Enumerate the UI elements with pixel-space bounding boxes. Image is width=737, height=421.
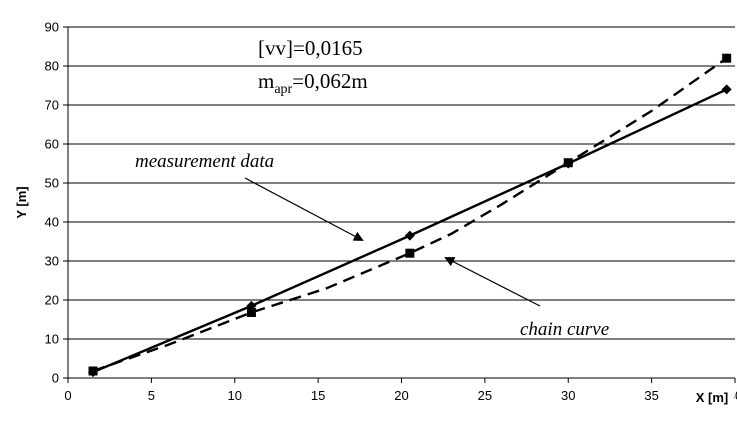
data-point-measurement-data xyxy=(404,230,415,241)
x-axis-title: X [m] xyxy=(696,390,729,405)
m-apr-annotation: mapr=0,062m xyxy=(258,69,368,97)
chain-curve-arrow xyxy=(444,257,541,307)
x-tick-label: 10 xyxy=(228,388,242,403)
x-tick-label: 0 xyxy=(64,388,71,403)
y-tick-label: 70 xyxy=(45,98,59,113)
series-label-measurement-data: measurement data xyxy=(135,151,274,172)
y-tick-label: 30 xyxy=(45,254,59,269)
data-point-chain-curve xyxy=(88,366,98,376)
x-tick-label: 25 xyxy=(478,388,492,403)
measurement-arrow xyxy=(244,177,364,241)
data-point-chain-curve xyxy=(722,53,732,63)
m-apr-subscript: apr xyxy=(274,82,292,97)
x-tick-label: 20 xyxy=(394,388,408,403)
y-tick-label: 20 xyxy=(45,293,59,308)
y-tick-label: 90 xyxy=(45,20,59,35)
y-tick-label: 50 xyxy=(45,176,59,191)
x-tick-label: 5 xyxy=(148,388,155,403)
data-point-chain-curve xyxy=(563,158,573,168)
gridlines xyxy=(68,26,735,340)
series-label-chain-curve: chain curve xyxy=(520,319,609,340)
data-point-measurement-data xyxy=(721,84,732,95)
series-group xyxy=(88,53,732,378)
y-tick-label: 60 xyxy=(45,137,59,152)
axes: 01020304050607080900510152025303540Y [m]… xyxy=(14,20,737,406)
x-tick-label: 15 xyxy=(311,388,325,403)
y-tick-label: 40 xyxy=(45,215,59,230)
x-tick-label: 30 xyxy=(561,388,575,403)
annotations: [vv]=0,0165 mapr=0,062m measurement data… xyxy=(135,36,609,340)
y-tick-label: 80 xyxy=(45,59,59,74)
x-tick-label: 35 xyxy=(644,388,658,403)
y-tick-label: 10 xyxy=(45,332,59,347)
x-axis-title-backing xyxy=(690,386,734,406)
m-apr-value: =0,062m xyxy=(292,69,367,93)
y-tick-label: 0 xyxy=(52,371,59,386)
m-apr-base: m xyxy=(258,69,274,93)
data-point-chain-curve xyxy=(246,307,256,317)
y-axis-title: Y [m] xyxy=(14,186,29,218)
vv-annotation: [vv]=0,0165 xyxy=(258,36,363,60)
data-point-chain-curve xyxy=(405,248,415,258)
series-line-chain-curve xyxy=(92,57,728,373)
